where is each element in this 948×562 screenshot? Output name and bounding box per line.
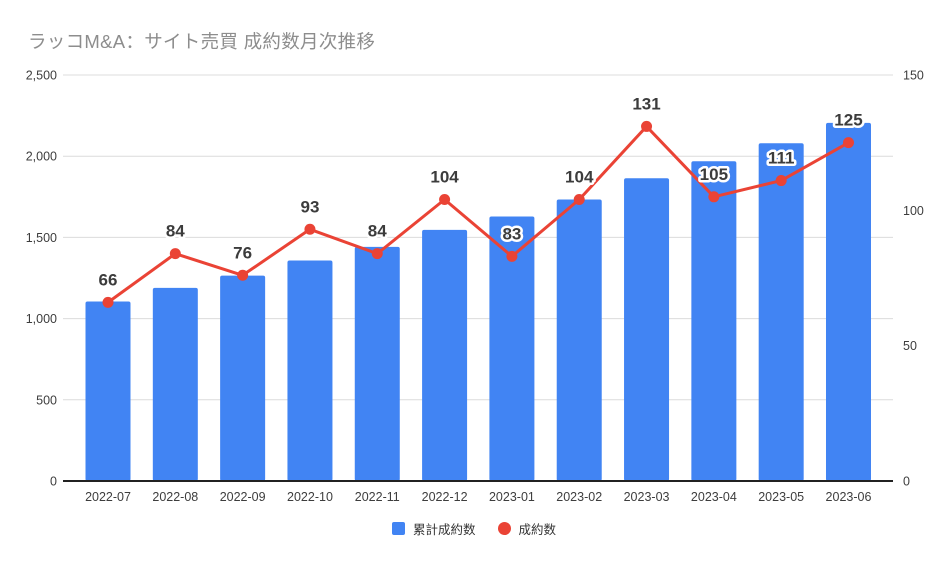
line-point <box>439 194 451 206</box>
x-axis-label: 2022-10 <box>287 490 333 504</box>
bar <box>220 275 266 481</box>
line-point <box>169 248 181 260</box>
right-axis-tick-label: 150 <box>903 69 924 83</box>
x-axis-label: 2022-08 <box>152 490 198 504</box>
data-label: 104 <box>430 168 459 187</box>
data-label: 125 <box>834 111 862 130</box>
line-point <box>641 120 653 132</box>
line-point <box>506 250 518 262</box>
legend-label-cumulative: 累計成約数 <box>412 522 476 537</box>
data-label: 111 <box>768 149 795 168</box>
data-label: 83 <box>502 224 521 243</box>
x-axis-label: 2022-12 <box>422 490 468 504</box>
x-axis-label: 2023-06 <box>826 490 872 504</box>
line-point <box>371 248 383 260</box>
data-label: 66 <box>99 270 118 289</box>
x-axis-label: 2022-09 <box>220 490 266 504</box>
legend-label-monthly: 成約数 <box>518 522 557 537</box>
line-point <box>708 191 720 203</box>
line-point <box>842 137 854 149</box>
bar <box>422 229 468 481</box>
line-series-swatch-icon <box>497 521 511 535</box>
left-axis-tick-label: 2,500 <box>26 69 57 83</box>
right-axis-tick-label: 100 <box>903 204 924 218</box>
bar <box>758 143 804 481</box>
data-label: 84 <box>166 222 185 241</box>
data-label: 131 <box>632 94 660 113</box>
bar <box>287 260 333 481</box>
x-axis-label: 2022-07 <box>85 490 131 504</box>
data-label: 105 <box>700 165 728 184</box>
left-axis-tick-label: 500 <box>36 393 57 407</box>
chart-legend: 累計成約数 成約数 <box>0 517 948 539</box>
x-axis-label: 2023-03 <box>624 490 670 504</box>
right-axis-tick-label: 0 <box>903 475 910 489</box>
bar <box>691 161 737 481</box>
bar <box>152 287 198 481</box>
bar-series-swatch-icon <box>391 521 405 535</box>
bar <box>624 178 670 481</box>
line-series <box>106 124 850 304</box>
right-axis-tick-label: 50 <box>903 339 917 353</box>
bar <box>825 122 871 482</box>
line-point <box>237 269 249 281</box>
data-label: 104 <box>565 168 594 187</box>
bar <box>85 301 131 481</box>
data-label: 84 <box>368 222 387 241</box>
bar <box>354 246 400 481</box>
left-axis-tick-label: 1,000 <box>26 312 57 326</box>
data-label: 76 <box>233 243 252 262</box>
left-axis-tick-label: 1,500 <box>26 231 57 245</box>
line-point <box>102 296 114 308</box>
x-axis-label: 2023-01 <box>489 490 535 504</box>
bar <box>556 199 602 482</box>
chart-title: ラッコM&A：サイト売買 成約数月次推移 <box>28 31 376 52</box>
legend-item-cumulative: 累計成約数 <box>391 519 476 538</box>
left-axis-tick-label: 2,000 <box>26 150 57 164</box>
x-axis-label: 2023-05 <box>758 490 804 504</box>
left-axis-tick-label: 0 <box>50 475 57 489</box>
line-point <box>573 194 585 206</box>
legend-item-monthly: 成約数 <box>497 519 557 538</box>
bar <box>489 216 535 482</box>
x-axis-label: 2022-11 <box>355 490 400 504</box>
line-point <box>775 175 787 187</box>
x-axis-label: 2023-02 <box>556 490 602 504</box>
data-label: 93 <box>300 197 319 216</box>
line-point <box>304 223 316 235</box>
x-axis-label: 2023-04 <box>691 490 737 504</box>
